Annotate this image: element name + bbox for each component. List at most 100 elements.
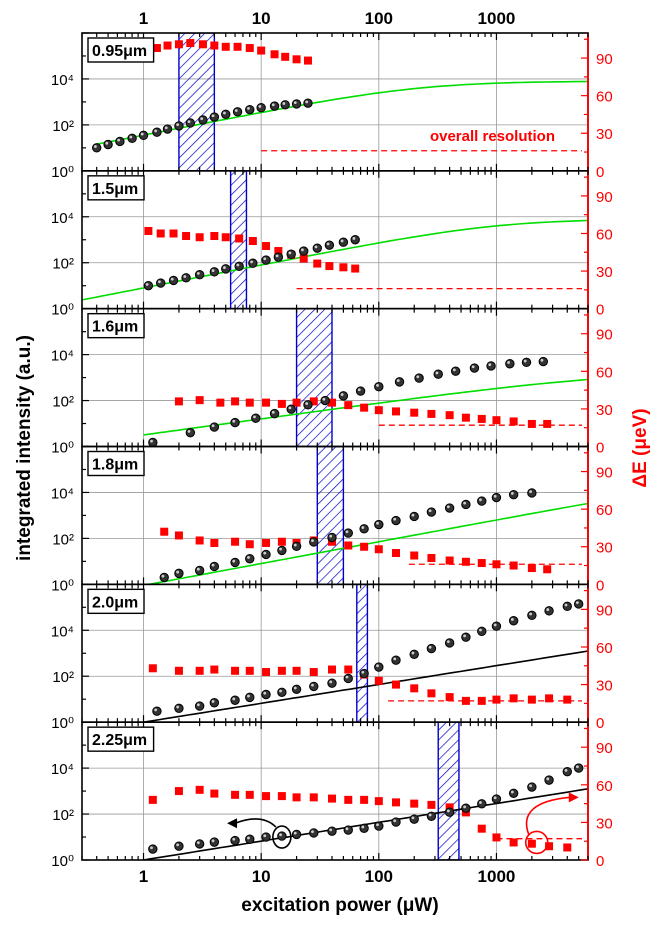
linewidth-point bbox=[246, 540, 254, 548]
intensity-point bbox=[509, 617, 517, 625]
intensity-point-highlight bbox=[150, 440, 153, 443]
linewidth-point bbox=[186, 39, 194, 47]
linewidth-point bbox=[563, 843, 571, 851]
linewidth-point bbox=[210, 232, 218, 240]
intensity-point bbox=[427, 812, 435, 820]
linewidth-point bbox=[344, 541, 352, 549]
linewidth-point bbox=[149, 664, 157, 672]
linewidth-point bbox=[392, 549, 400, 557]
intensity-point-highlight bbox=[223, 266, 226, 269]
intensity-point bbox=[292, 685, 300, 693]
intensity-point-highlight bbox=[412, 514, 415, 517]
intensity-point-highlight bbox=[94, 145, 97, 148]
intensity-point-highlight bbox=[341, 393, 344, 396]
intensity-point-highlight bbox=[253, 416, 256, 419]
linewidth-point bbox=[510, 838, 518, 846]
intensity-point-highlight bbox=[301, 248, 304, 251]
linewidth-point bbox=[528, 840, 536, 848]
y-tick-label-right: 0 bbox=[596, 715, 604, 732]
linewidth-point bbox=[304, 57, 312, 65]
intensity-point-highlight bbox=[129, 136, 132, 139]
linewidth-point bbox=[563, 696, 571, 704]
y-tick-label-right: 0 bbox=[596, 164, 604, 181]
y-tick-label-left: 10⁰ bbox=[51, 302, 74, 319]
linewidth-point bbox=[160, 528, 168, 536]
linewidth-point bbox=[281, 53, 289, 61]
linewidth-point bbox=[446, 411, 454, 419]
intensity-point-highlight bbox=[463, 634, 466, 637]
intensity-point-highlight bbox=[197, 841, 200, 844]
linewidth-point bbox=[339, 263, 347, 271]
intensity-point bbox=[116, 137, 124, 145]
intensity-point-highlight bbox=[346, 530, 349, 533]
intensity-point-highlight bbox=[565, 769, 568, 772]
intensity-point bbox=[281, 101, 289, 109]
intensity-point bbox=[210, 699, 218, 707]
linewidth-point bbox=[210, 790, 218, 798]
y-tick-label-right: 30 bbox=[596, 264, 613, 281]
intensity-point-highlight bbox=[479, 801, 482, 804]
intensity-point-highlight bbox=[315, 245, 318, 248]
linewidth-point bbox=[278, 400, 286, 408]
linewidth-point bbox=[231, 397, 239, 405]
intensity-point bbox=[395, 378, 403, 386]
intensity-point bbox=[492, 493, 500, 501]
intensity-point bbox=[231, 696, 239, 704]
intensity-point bbox=[153, 707, 161, 715]
intensity-point bbox=[128, 134, 136, 142]
linewidth-point bbox=[543, 420, 551, 428]
intensity-point bbox=[410, 650, 418, 658]
intensity-point bbox=[375, 822, 383, 830]
intensity-point-highlight bbox=[154, 130, 157, 133]
intensity-point bbox=[195, 271, 203, 279]
y-tick-label-right: 60 bbox=[596, 364, 613, 381]
intensity-point bbox=[344, 529, 352, 537]
intensity-point-highlight bbox=[376, 823, 379, 826]
linewidth-point bbox=[262, 668, 270, 676]
intensity-point bbox=[445, 639, 453, 647]
linewidth-point bbox=[222, 43, 230, 51]
intensity-point bbox=[328, 533, 336, 541]
x-tick-label-bottom: 100 bbox=[365, 867, 393, 886]
linewidth-point bbox=[543, 565, 551, 573]
linewidth-point bbox=[170, 229, 178, 237]
linewidth-point bbox=[410, 800, 418, 808]
intensity-point-highlight bbox=[212, 269, 215, 272]
intensity-point bbox=[574, 764, 582, 772]
linewidth-point bbox=[446, 693, 454, 701]
linewidth-point bbox=[492, 696, 500, 704]
linewidth-point bbox=[360, 796, 368, 804]
intensity-point-highlight bbox=[200, 117, 203, 120]
arrowhead-left bbox=[227, 818, 237, 828]
intensity-point-highlight bbox=[188, 120, 191, 123]
intensity-point-highlight bbox=[247, 107, 250, 110]
intensity-point-highlight bbox=[294, 687, 297, 690]
y-tick-label-right: 60 bbox=[596, 89, 613, 106]
intensity-point-highlight bbox=[393, 819, 396, 822]
intensity-point bbox=[415, 374, 423, 382]
intensity-point bbox=[304, 401, 312, 409]
intensity-point bbox=[210, 423, 218, 431]
intensity-point-highlight bbox=[146, 283, 149, 286]
intensity-point-highlight bbox=[276, 254, 279, 257]
intensity-point-highlight bbox=[529, 613, 532, 616]
panel-label: 2.25μm bbox=[92, 732, 147, 749]
intensity-point bbox=[356, 387, 364, 395]
intensity-point-highlight bbox=[263, 552, 266, 555]
intensity-point-highlight bbox=[529, 490, 532, 493]
intensity-point-highlight bbox=[511, 618, 514, 621]
x-tick-label-bottom: 1 bbox=[139, 867, 148, 886]
linewidth-point bbox=[344, 796, 352, 804]
panel-label: 2.0μm bbox=[92, 594, 138, 611]
intensity-point-highlight bbox=[197, 272, 200, 275]
linewidth-point bbox=[246, 44, 254, 52]
intensity-point bbox=[545, 776, 553, 784]
intensity-point-highlight bbox=[235, 109, 238, 112]
intensity-point-highlight bbox=[346, 676, 349, 679]
y-tick-label-right: 30 bbox=[596, 126, 613, 143]
y-tick-label-left: 10⁰ bbox=[51, 577, 74, 594]
intensity-point bbox=[487, 362, 495, 370]
panels: 1 10 100 10001 10 100 1000overall resolution10… bbox=[51, 9, 613, 886]
intensity-point bbox=[462, 804, 470, 812]
intensity-point-highlight bbox=[176, 706, 179, 709]
